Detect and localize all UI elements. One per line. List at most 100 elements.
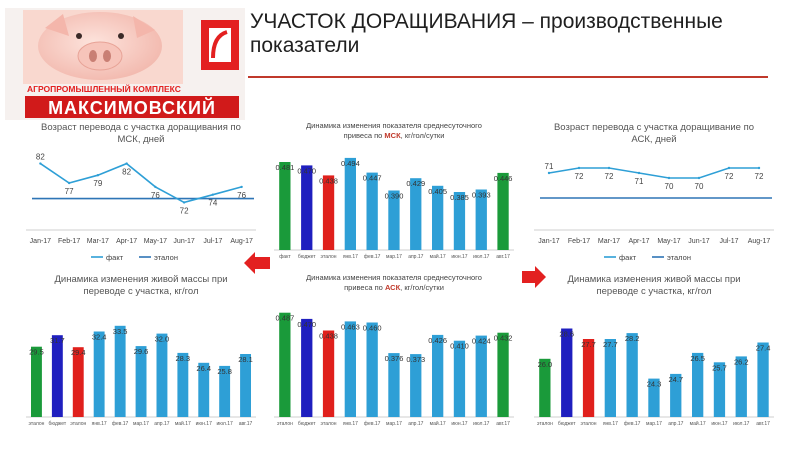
data-label: 72	[755, 172, 764, 181]
x-tick-label: июл.17	[473, 254, 490, 260]
x-tick-label: авг.17	[239, 421, 253, 427]
x-tick-label: янв.17	[343, 254, 358, 260]
bar	[156, 333, 168, 417]
x-tick-label: май.17	[690, 420, 706, 427]
x-tick-label: эталон	[581, 421, 597, 427]
chart-mass-msk: Динамика изменения живой массы при перево…	[22, 270, 260, 435]
bar-data-label: 0.424	[472, 337, 491, 346]
bar	[344, 321, 356, 417]
fact-point	[637, 171, 641, 175]
chart-title: Динамика изменения живой массы при	[54, 274, 227, 285]
x-tick-label: янв.17	[343, 421, 358, 427]
chart-title: Возраст перевода с участка доращивание п…	[554, 122, 754, 133]
bar	[72, 347, 84, 417]
bar	[344, 157, 356, 250]
x-tick-label: янв.17	[92, 421, 107, 427]
bar	[432, 185, 444, 250]
bar	[198, 362, 210, 417]
x-tick-label: авг.17	[756, 421, 770, 427]
bar-data-label: 0.405	[428, 187, 447, 196]
x-tick-label: Jun-17	[688, 238, 710, 245]
chart-title: переводе с участка, кг/гол	[83, 286, 198, 297]
x-tick-label: фев.17	[624, 421, 641, 427]
pig-icon	[38, 12, 162, 80]
bar	[432, 334, 444, 417]
bar	[93, 331, 105, 417]
bar-data-label: 0.376	[385, 354, 404, 363]
x-tick-label: июн.17	[196, 421, 212, 427]
bar-data-label: 29.4	[71, 348, 86, 357]
legend-fact-label: факт	[106, 253, 124, 262]
x-tick-label: May-17	[657, 238, 680, 245]
bar	[31, 346, 42, 417]
bar	[322, 330, 335, 417]
arrow-right-icon	[522, 266, 546, 288]
chart-title: Динамика изменения живой массы при	[567, 274, 740, 285]
fact-point	[96, 174, 100, 177]
title-divider	[248, 76, 768, 78]
bar	[114, 325, 126, 417]
x-tick-label: апр.17	[154, 421, 169, 427]
chart-title: привеса по АСК, кг/гол/сутки	[344, 283, 444, 292]
bar-data-label: 0.460	[363, 324, 382, 333]
fact-point	[67, 181, 71, 185]
legend-fact-label: факт	[619, 253, 637, 262]
bar-data-label: 0.393	[472, 191, 491, 200]
bar	[497, 172, 509, 250]
page-title: УЧАСТОК ДОРАЩИВАНИЯ – производственные п…	[250, 10, 723, 57]
x-tick-label: фев.17	[364, 254, 381, 260]
data-label: 72	[605, 172, 614, 181]
bar	[561, 328, 573, 417]
fact-point	[697, 176, 701, 180]
bar-data-label: 0.432	[494, 334, 513, 343]
chart-title: Динамика изменения показателя среднесуто…	[306, 121, 482, 130]
arrow-left-icon	[244, 252, 270, 274]
x-tick-label: май.17	[175, 420, 191, 427]
data-label: 76	[237, 191, 246, 200]
x-tick-label: Aug-17	[230, 238, 253, 245]
x-tick-label: Feb-17	[58, 238, 80, 245]
bar	[582, 339, 595, 417]
data-label: 74	[208, 199, 217, 208]
bar-data-label: 0.447	[363, 174, 382, 183]
fact-point	[240, 185, 243, 189]
x-tick-label: апр.17	[408, 254, 423, 260]
x-tick-label: бюджет	[558, 421, 576, 427]
bar-data-label: 29.5	[29, 348, 44, 357]
bar-data-label: 0.390	[385, 191, 404, 200]
data-label: 71	[545, 162, 554, 171]
bar	[410, 354, 422, 417]
x-tick-label: мар.17	[386, 254, 402, 260]
x-tick-label: июн.17	[711, 421, 727, 427]
bar	[692, 352, 704, 417]
bar	[322, 175, 335, 250]
data-label: 72	[725, 172, 734, 181]
chart-gain-ask: Динамика изменения показателя среднесуто…	[270, 270, 518, 435]
x-tick-label: мар.17	[133, 421, 149, 427]
x-tick-label: фев.17	[364, 421, 381, 427]
bar	[388, 353, 400, 417]
bar-data-label: 25.7	[712, 363, 727, 372]
fact-point	[727, 166, 731, 170]
bar-data-label: 28.1	[238, 355, 253, 364]
bar-data-label: 0.446	[494, 174, 513, 183]
bar-data-label: 0.429	[406, 179, 425, 188]
bar-data-label: 27.7	[603, 340, 618, 349]
bar-data-label: 29.6	[134, 347, 149, 356]
bar-data-label: 24.7	[669, 375, 684, 384]
chart-age-ask: Возраст перевода с участка доращивание п…	[530, 118, 778, 268]
fact-point	[125, 162, 128, 165]
x-tick-label: авг.17	[496, 421, 510, 427]
bar	[735, 356, 747, 417]
data-label: 82	[36, 153, 45, 162]
logo-subtitle: АГРОПРОМЫШЛЕННЫЙ КОМПЛЕКС	[27, 83, 181, 94]
bar	[475, 189, 487, 250]
bar	[453, 192, 466, 250]
chart-title: АСК, дней	[631, 134, 676, 145]
bar	[497, 332, 509, 417]
x-tick-label: фев.17	[112, 421, 129, 427]
bar-data-label: 26.0	[538, 360, 553, 369]
x-tick-label: Feb-17	[568, 238, 590, 245]
bar	[453, 340, 466, 417]
bar	[757, 342, 769, 417]
